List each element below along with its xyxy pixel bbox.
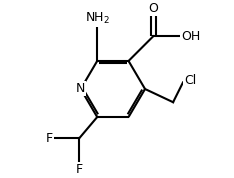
Text: NH$_2$: NH$_2$ — [85, 11, 110, 26]
Text: O: O — [148, 2, 158, 15]
Text: OH: OH — [181, 30, 200, 43]
Text: F: F — [46, 132, 53, 145]
Text: N: N — [76, 82, 85, 96]
Text: F: F — [76, 163, 83, 176]
Text: Cl: Cl — [184, 74, 197, 87]
